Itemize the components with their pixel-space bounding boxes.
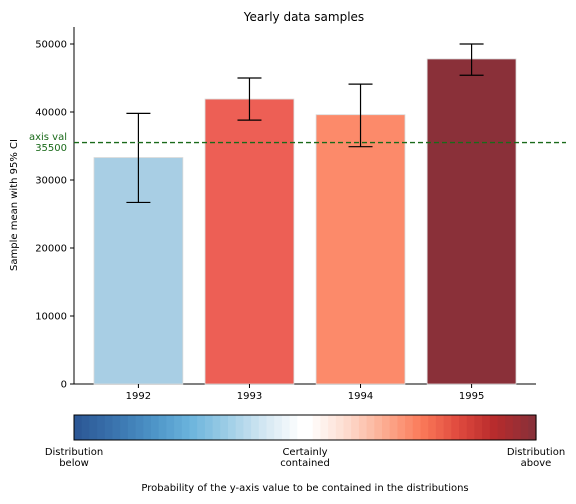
colorbar-segment (489, 415, 499, 440)
bar (426, 58, 517, 385)
colorbar-segment (197, 415, 206, 440)
colorbar-segment (482, 415, 491, 440)
y-tick-label: 10000 (35, 312, 67, 323)
colorbar-segment (466, 415, 475, 440)
colorbar-segment (89, 415, 98, 440)
colorbar-segment (374, 415, 383, 440)
y-tick-label: 40000 (35, 108, 67, 119)
colorbar-segment (435, 415, 445, 440)
colorbar-segment (512, 415, 522, 440)
colorbar-segment (343, 415, 352, 440)
colorbar-segment (74, 415, 83, 440)
colorbar-frame (73, 414, 537, 441)
colorbar-segment (382, 415, 391, 440)
colorbar-segment (220, 415, 229, 440)
colorbar-segment (112, 415, 121, 440)
y-tick-label: 20000 (35, 244, 67, 255)
colorbar-segment (120, 415, 129, 440)
colorbar (73, 414, 537, 441)
colorbar-segment (151, 415, 160, 440)
reference-line-value: 35500 (35, 143, 67, 154)
colorbar-left-label-1: Distribution (45, 447, 103, 458)
colorbar-segment (158, 415, 167, 440)
chart-title: Yearly data samples (243, 10, 364, 24)
colorbar-segment (389, 415, 398, 440)
colorbar-segment (412, 415, 422, 440)
colorbar-segment (143, 415, 152, 440)
colorbar-segment (204, 415, 214, 440)
colorbar-segment (351, 415, 360, 440)
colorbar-segment (127, 415, 137, 440)
colorbar-segment (358, 415, 368, 440)
colorbar-segment (97, 415, 106, 440)
colorbar-segment (212, 415, 221, 440)
colorbar-segment (135, 415, 144, 440)
colorbar-segment (289, 415, 298, 440)
colorbar-segment (459, 415, 468, 440)
colorbar-segment (274, 415, 283, 440)
y-tick-label: 30000 (35, 176, 67, 187)
colorbar-left-label-2: below (59, 458, 89, 469)
colorbar-segment (528, 415, 537, 440)
colorbar-segment (420, 415, 429, 440)
reference-line-group: axis val 35500 (29, 132, 566, 154)
colorbar-segment (305, 415, 314, 440)
bar (315, 114, 406, 385)
colorbar-segment (181, 415, 191, 440)
colorbar-center-label-2: contained (280, 458, 330, 469)
colorbar-segment (189, 415, 198, 440)
x-tick-label: 1995 (459, 391, 484, 402)
colorbar-segment (335, 415, 345, 440)
colorbar-segment (251, 415, 260, 440)
colorbar-segment (328, 415, 337, 440)
colorbar-caption: Probability of the y-axis value to be co… (141, 483, 468, 494)
colorbar-segment (104, 415, 114, 440)
colorbar-segment (397, 415, 406, 440)
x-tick-label: 1992 (126, 391, 151, 402)
colorbar-right-label-2: above (521, 458, 552, 469)
colorbar-segment (366, 415, 375, 440)
x-tick-label: 1994 (348, 391, 373, 402)
colorbar-segment (443, 415, 452, 440)
y-tick-label: 50000 (35, 40, 67, 51)
colorbar-segment (258, 415, 268, 440)
colorbar-segment (281, 415, 291, 440)
y-tick-label: 0 (61, 380, 67, 391)
colorbar-segment (81, 415, 90, 440)
colorbar-segment (497, 415, 506, 440)
colorbar-segment (174, 415, 183, 440)
colorbar-segment (166, 415, 175, 440)
colorbar-segment (243, 415, 252, 440)
bar (204, 98, 295, 385)
colorbar-segment (474, 415, 483, 440)
colorbar-segment (228, 415, 237, 440)
colorbar-right-label-1: Distribution (507, 447, 565, 458)
colorbar-segment (428, 415, 437, 440)
y-axis-label: Sample mean with 95% CI (9, 139, 20, 271)
colorbar-center-label-1: Certainly (282, 447, 327, 458)
reference-line-label: axis val (29, 132, 67, 143)
colorbar-segment (297, 415, 306, 440)
plot-area: 0 10000 20000 30000 40000 50000 1992 1993 1994 19… (35, 27, 536, 402)
colorbar-segment (505, 415, 514, 440)
x-tick-label: 1993 (237, 391, 262, 402)
colorbar-segment (451, 415, 460, 440)
colorbar-segment (235, 415, 244, 440)
colorbar-segment (320, 415, 329, 440)
colorbar-segment (405, 415, 414, 440)
colorbar-segment (312, 415, 321, 440)
colorbar-segment (266, 415, 275, 440)
colorbar-segment (520, 415, 529, 440)
